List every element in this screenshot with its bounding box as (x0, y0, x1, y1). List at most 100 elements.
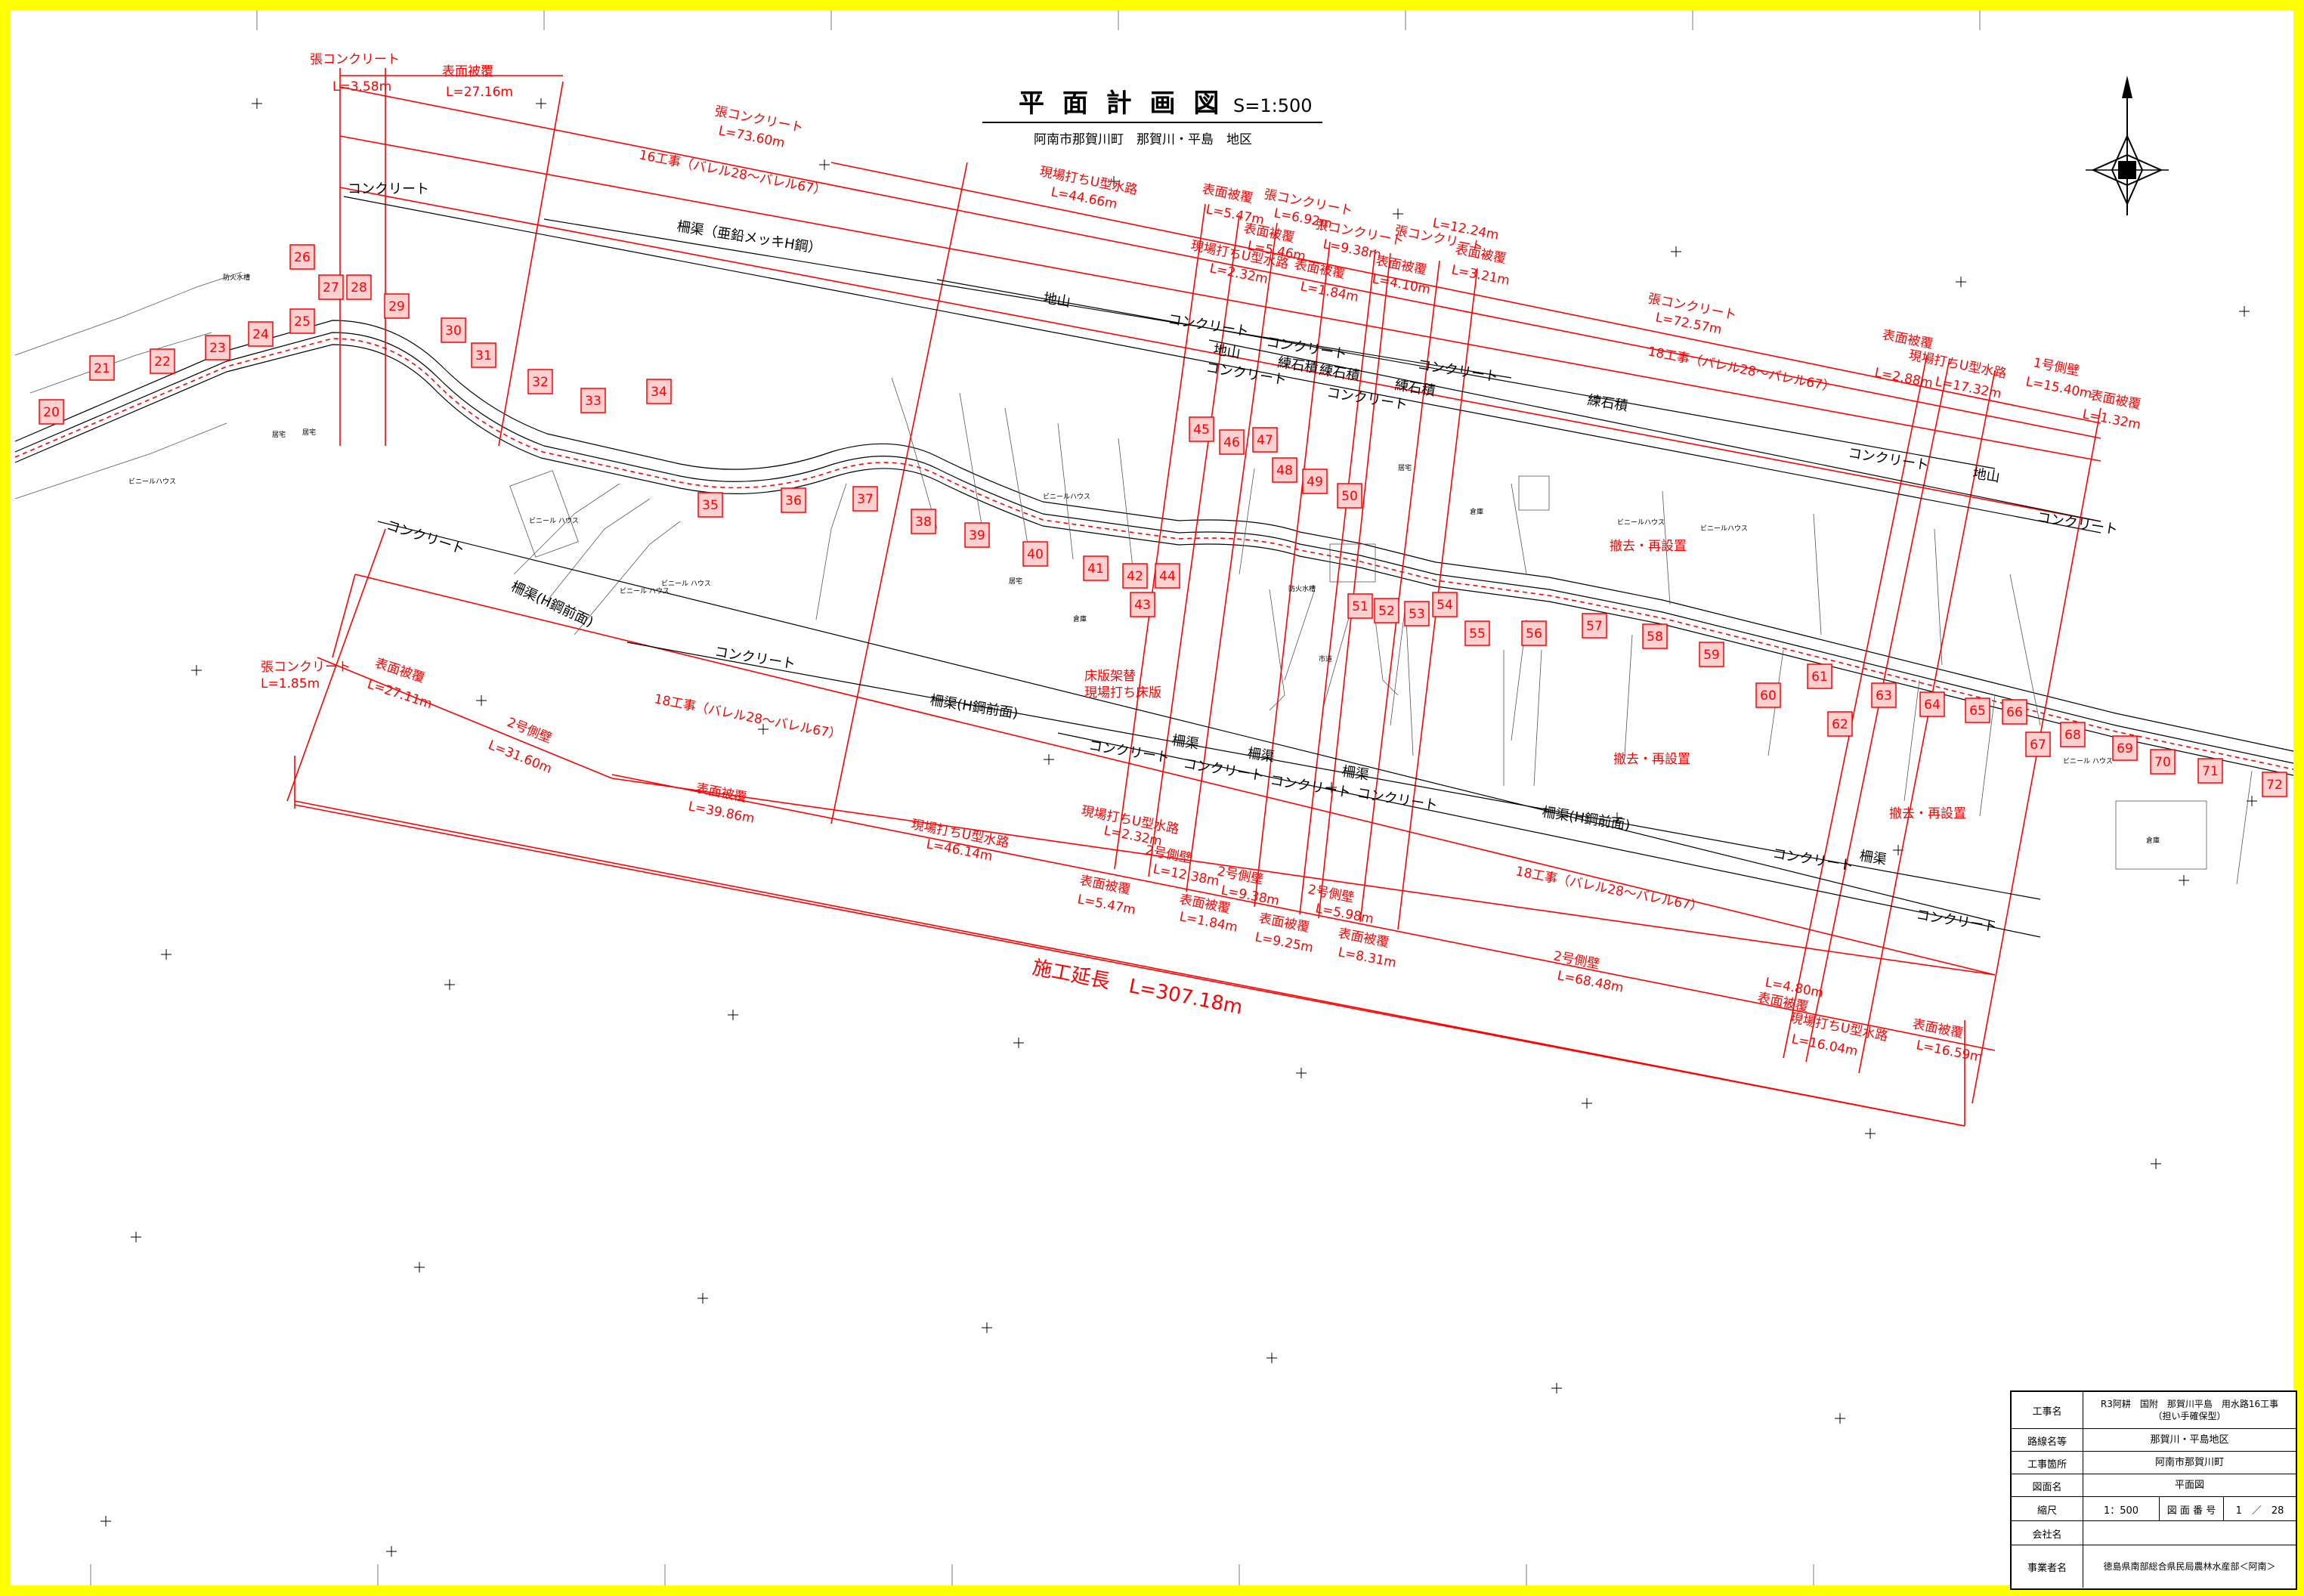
station-box (781, 487, 806, 513)
station-box (1219, 429, 1245, 455)
station-number: 21 (94, 361, 110, 376)
tb-row-company: 会社名 (2012, 1520, 2296, 1545)
plan-scale: S=1:500 (1233, 95, 1313, 116)
label-len-14: L=1.84m (1299, 279, 1360, 305)
station-marker-22: 22 (150, 348, 175, 374)
tb-key-company: 会社名 (2012, 1521, 2083, 1545)
station-marker-32: 32 (527, 369, 553, 394)
plan-title: 平 面 計 画 図 (1019, 88, 1223, 119)
label-len-20: L=15.40m (2024, 374, 2093, 402)
grid-cross-icon (1326, 782, 1337, 793)
station-marker-67: 67 (2025, 732, 2051, 757)
label-len-2: L=27.16m (446, 85, 513, 100)
station-marker-50: 50 (1337, 483, 1362, 509)
label-work18-top: 18工事（バレル28～バレル67） (1647, 344, 1836, 395)
label-hyomen-7: 表面被覆 (1881, 327, 1934, 352)
station-marker-56: 56 (1521, 620, 1547, 646)
station-marker-72: 72 (2262, 772, 2287, 797)
station-box (2197, 758, 2223, 784)
site-4: ビニール ハウス (529, 517, 579, 525)
station-box (2112, 735, 2138, 761)
mat-a13: 練石積 (1586, 392, 1629, 414)
station-number: 57 (1586, 619, 1603, 634)
station-box (1699, 642, 1724, 667)
grid-cross-icon (414, 1262, 425, 1273)
station-marker-24: 24 (248, 321, 274, 347)
station-marker-25: 25 (289, 308, 315, 334)
grid-cross-icon (536, 98, 546, 109)
station-marker-60: 60 (1755, 682, 1781, 708)
grid-cross-icon (1956, 277, 1966, 287)
grid-cross-icon (2239, 306, 2250, 317)
station-box (289, 308, 315, 334)
red-labels: 張コンクリート L=3.58m 表面被覆 L=27.16m 張コンクリート L=… (261, 52, 2142, 1066)
station-number: 24 (252, 327, 269, 342)
station-number: 41 (1087, 561, 1104, 577)
station-marker-21: 21 (89, 355, 115, 381)
tb-key-project: 工事名 (2012, 1392, 2083, 1428)
station-marker-38: 38 (911, 509, 936, 534)
station-marker-48: 48 (1272, 457, 1297, 483)
grid-cross-icon (2179, 875, 2189, 886)
station-marker-34: 34 (646, 379, 672, 404)
station-number: 53 (1409, 607, 1425, 622)
station-box (248, 321, 274, 347)
station-box (1871, 682, 1897, 708)
station-box (2060, 722, 2086, 747)
grid-cross-icon (1296, 1068, 1307, 1078)
grid-cross-icon (1013, 1038, 1024, 1048)
grid-cross-icon (982, 1322, 992, 1333)
station-box (1252, 427, 1278, 453)
mat-b11: コンクリート (1356, 785, 1439, 814)
note-remove-reinstall-1: 撤去・再設置 (1610, 539, 1687, 554)
station-box (89, 355, 115, 381)
site-13: ビニールハウス (1700, 524, 1748, 533)
tb-key-drawing-no: 図 面 番 号 (2160, 1497, 2224, 1521)
station-box (646, 379, 672, 404)
station-box (1432, 592, 1458, 617)
label-len-b11: L=1.84m (1178, 909, 1239, 936)
mat-a3: 地山 (1042, 290, 1072, 310)
station-box (1755, 682, 1781, 708)
station-number: 55 (1469, 626, 1486, 642)
station-box (964, 522, 990, 548)
station-number: 62 (1832, 717, 1848, 732)
tb-row-drawing: 図面名 平面図 (2012, 1474, 2296, 1497)
mat-a1: コンクリート (348, 181, 429, 197)
station-number: 47 (1257, 433, 1273, 448)
grid-cross-icon (1671, 246, 1681, 257)
station-marker-57: 57 (1582, 613, 1607, 639)
station-number: 69 (2117, 741, 2133, 756)
station-box (1464, 620, 1490, 646)
tb-val-site: 阿南市那賀川町 (2154, 1457, 2224, 1468)
station-marker-33: 33 (580, 388, 606, 413)
tb-key-owner: 事業者名 (2012, 1545, 2083, 1588)
station-number: 63 (1876, 688, 1892, 704)
north-arrow-icon (2086, 76, 2169, 215)
station-number: 28 (351, 280, 367, 295)
station-number: 65 (1969, 704, 1986, 719)
station-marker-53: 53 (1404, 601, 1430, 626)
station-number: 66 (2006, 705, 2023, 720)
station-markers: 20 21 22 23 24 25 26 27 28 29 30 31 32 33 34 35 36 37 38 39… (39, 244, 2287, 797)
station-number: 30 (445, 323, 462, 339)
mat-a2: 柵渠（亜鉛メッキH鋼） (676, 218, 822, 257)
grid-cross-icon (1582, 1098, 1592, 1109)
site-3: 居宅 (302, 428, 316, 437)
station-box (1155, 563, 1180, 589)
station-marker-61: 61 (1807, 663, 1832, 689)
station-number: 58 (1647, 629, 1663, 645)
station-box (852, 486, 878, 512)
station-number: 48 (1276, 463, 1293, 478)
station-number: 60 (1760, 688, 1777, 704)
station-number: 64 (1924, 697, 1941, 713)
mat-b1: コンクリート (384, 518, 466, 558)
canal-alignment (14, 320, 2294, 776)
grid-cross-icon (1266, 1353, 1277, 1363)
parcel-lines (14, 271, 2253, 885)
site-1: 防火水槽 (223, 273, 250, 282)
note-slab-cast: 現場打ち床版 (1084, 685, 1161, 701)
station-number: 50 (1341, 489, 1358, 504)
mat-b9: 柵渠 (1341, 763, 1370, 783)
